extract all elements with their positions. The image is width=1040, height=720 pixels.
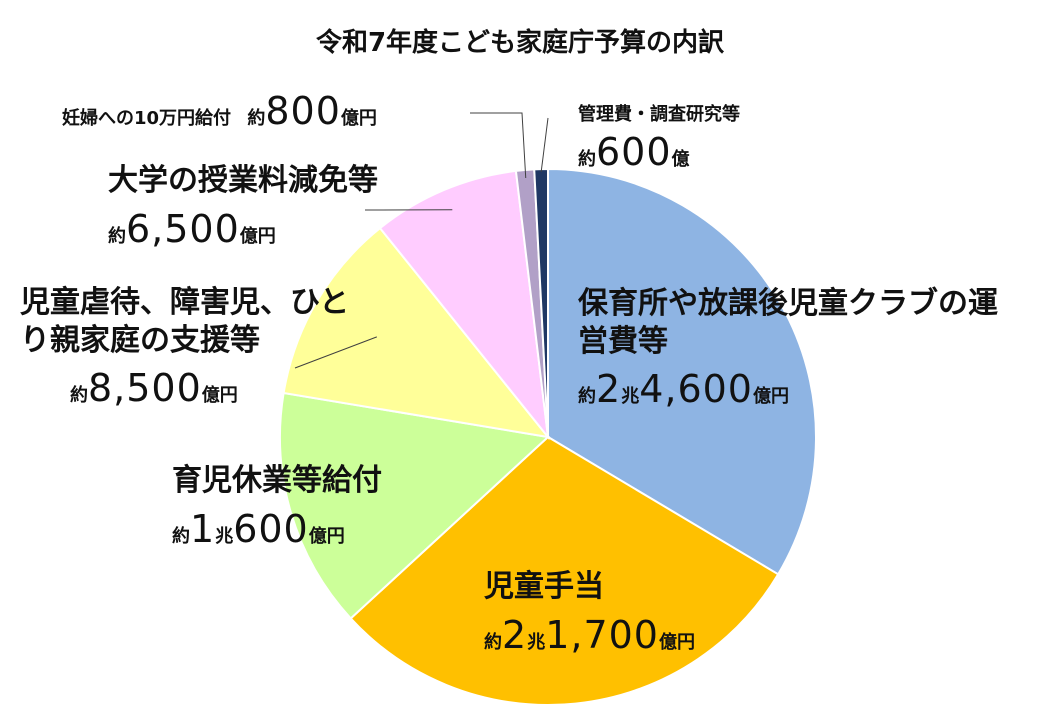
amount-part: 億円	[239, 225, 276, 247]
amount-part: 約	[108, 225, 126, 247]
slice-3	[282, 226, 551, 439]
label-ninpu-name: 妊婦への10万円給付	[62, 108, 232, 129]
leader-line-6	[540, 117, 549, 172]
amount-part: 800	[265, 89, 341, 133]
amount-part: 約	[247, 108, 266, 129]
label-daigaku: 大学の授業料減免等 約6,500億円	[108, 162, 378, 253]
amount-part: 兆	[527, 631, 546, 653]
amount-part: 4,600	[639, 367, 753, 411]
leader-line-5	[470, 112, 527, 179]
label-jido-teate-amount: 約2兆1,700億円	[484, 612, 695, 660]
amount-part: 約	[70, 385, 88, 406]
amount-part: 億円	[201, 385, 238, 406]
amount-part: 兆	[215, 525, 234, 547]
amount-part: 1,700	[545, 612, 659, 657]
amount-part: 約	[172, 525, 190, 547]
amount-part: 約	[578, 386, 596, 407]
label-gyakutai: 児童虐待、障害児、ひとり親家庭の支援等 約8,500億円	[20, 284, 365, 413]
chart-title: 令和7年度こども家庭庁予算の内訳	[315, 28, 725, 58]
label-daigaku-name: 大学の授業料減免等	[108, 163, 378, 198]
slice-4	[378, 169, 550, 441]
label-kanri: 管理費・調査研究等 約600億	[578, 104, 740, 176]
label-ikuji-name: 育児休業等給付	[172, 463, 382, 498]
label-kanri-name: 管理費・調査研究等	[578, 104, 740, 125]
label-ninpu: 妊婦への10万円給付 約800億円	[62, 88, 377, 136]
label-daigaku-amount: 約6,500億円	[108, 206, 378, 254]
slice-2	[279, 391, 551, 620]
label-hoiku-name: 保育所や放課後児童クラブの運営費等	[578, 286, 998, 359]
label-jido-teate: 児童手当 約2兆1,700億円	[484, 568, 695, 659]
amount-part: 2	[596, 367, 622, 411]
amount-part: 億円	[752, 386, 789, 407]
amount-part: 約	[578, 148, 596, 170]
amount-part: 2	[502, 612, 528, 657]
label-gyakutai-amount: 約8,500億円	[70, 365, 365, 413]
amount-part: 600	[233, 506, 309, 551]
amount-part: 億円	[340, 108, 377, 129]
leader-line-3	[294, 336, 377, 369]
label-hoiku: 保育所や放課後児童クラブの運営費等 約2兆4,600億円	[578, 285, 1018, 414]
label-gyakutai-name: 児童虐待、障害児、ひとり親家庭の支援等	[20, 285, 350, 358]
label-kanri-amount: 約600億	[578, 129, 740, 177]
label-ikuji-amount: 約1兆600億円	[172, 506, 382, 554]
label-jido-teate-name: 児童手当	[484, 569, 604, 604]
amount-part: 1	[190, 506, 216, 551]
amount-part: 兆	[621, 386, 640, 407]
amount-part: 6,500	[126, 206, 240, 251]
amount-part: 億	[671, 148, 690, 170]
label-ikuji: 育児休業等給付 約1兆600億円	[172, 462, 382, 553]
amount-part: 約	[484, 631, 502, 653]
slice-0	[547, 167, 817, 576]
amount-part: 8,500	[88, 366, 202, 410]
label-hoiku-amount: 約2兆4,600億円	[578, 366, 1018, 414]
amount-part: 億円	[658, 631, 695, 653]
slice-1	[349, 435, 780, 706]
amount-part: 億円	[308, 525, 345, 547]
label-ninpu-amount: 約800億円	[247, 89, 377, 133]
amount-part: 600	[596, 129, 672, 174]
